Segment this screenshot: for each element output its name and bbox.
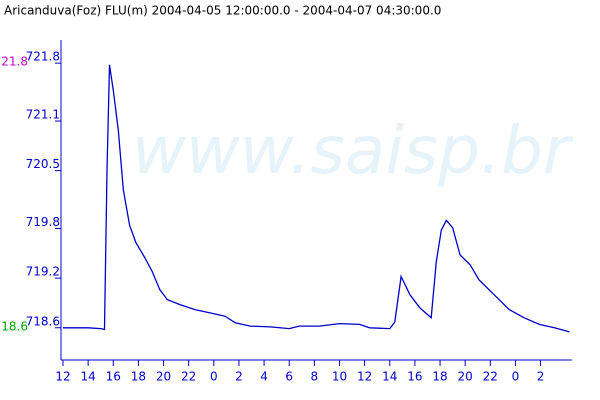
x-tick-label: 14 — [80, 370, 95, 384]
y-tick-label: 719.8 — [26, 215, 60, 229]
y-tick-label: 721.1 — [26, 108, 60, 122]
x-tick-label: 2 — [537, 370, 545, 384]
y-tick-label: 718.6 — [26, 314, 60, 328]
x-tick-label: 16 — [106, 370, 121, 384]
x-tick-label: 0 — [512, 370, 520, 384]
y-tick-label: 720.5 — [26, 157, 60, 171]
x-tick-label: 10 — [332, 370, 347, 384]
chart-title: Aricanduva(Foz) FLU(m) 2004-04-05 12:00:… — [4, 4, 441, 18]
watermark: www.saisp.br — [132, 112, 574, 189]
y-tick-label: 721.8 — [26, 50, 60, 64]
x-tick-label: 22 — [181, 370, 196, 384]
min-marker: 718.6 — [0, 319, 28, 333]
x-tick-label: 12 — [357, 370, 372, 384]
x-tick-label: 0 — [210, 370, 218, 384]
x-tick-label: 20 — [156, 370, 171, 384]
x-tick-label: 4 — [260, 370, 268, 384]
max-marker: 721.8 — [0, 55, 28, 69]
x-tick-label: 8 — [311, 370, 319, 384]
x-tick-label: 18 — [131, 370, 146, 384]
data-line — [63, 64, 570, 333]
x-tick-label: 2 — [235, 370, 243, 384]
x-tick-label: 16 — [407, 370, 422, 384]
y-tick-label: 719.2 — [26, 265, 60, 279]
x-tick-label: 20 — [458, 370, 473, 384]
x-tick-label: 12 — [55, 370, 70, 384]
x-tick-label: 18 — [432, 370, 447, 384]
x-tick-label: 22 — [483, 370, 498, 384]
x-tick-label: 14 — [382, 370, 397, 384]
x-tick-label: 6 — [285, 370, 293, 384]
